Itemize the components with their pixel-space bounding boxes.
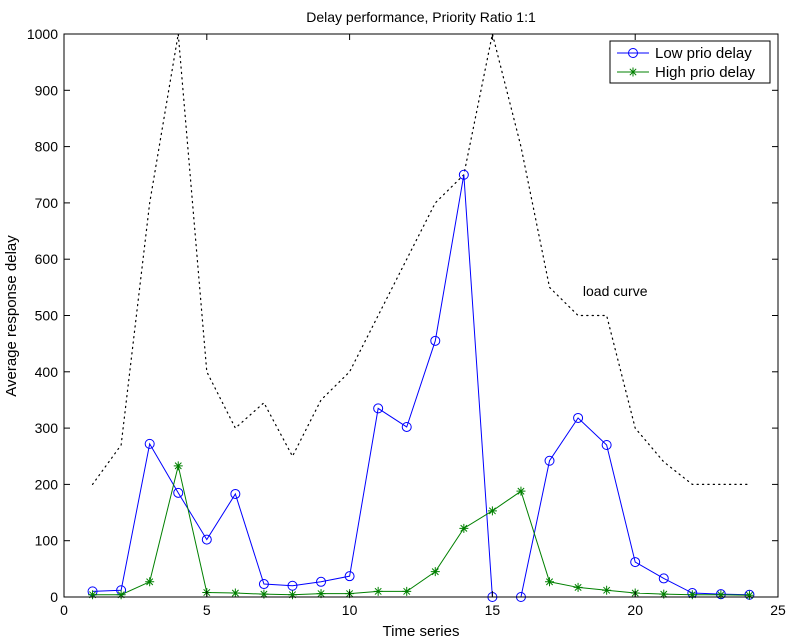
plot-background [64,34,778,597]
x-tick-label: 5 [203,602,211,618]
data-point [401,421,412,432]
data-point [373,403,384,414]
x-tick-label: 25 [770,602,786,618]
y-tick-label: 200 [35,476,59,492]
data-point [630,557,641,568]
data-point [230,488,241,499]
y-tick-label: 700 [35,195,59,211]
legend-marker [628,67,638,77]
data-point [402,586,412,596]
y-tick-label: 600 [35,251,59,267]
load-curve-line [91,33,751,485]
y-tick-label: 0 [50,589,58,605]
legend-label: Low prio delay [655,45,752,62]
data-point [258,579,269,590]
data-point [516,486,526,496]
legend-label: High prio delay [655,64,756,81]
data-point [116,590,126,600]
legend: Low prio delay High prio delay [609,40,771,84]
data-point [459,523,469,533]
x-tick-label: 15 [485,602,501,618]
x-tick-label: 10 [342,602,358,618]
data-point [716,590,726,600]
data-point [430,567,440,577]
data-point [144,438,155,449]
data-point [658,573,669,584]
data-point [544,455,555,466]
data-point [487,506,497,516]
plot-area [64,34,778,597]
data-point [344,571,355,582]
x-axis-title: Time series [383,623,460,640]
x-tick-label: 0 [60,602,68,618]
y-tick-label: 100 [35,533,59,549]
data-point [458,169,469,180]
data-point [88,590,98,600]
y-tick-label: 300 [35,420,59,436]
load-curve-layer [91,33,751,485]
y-tick-label: 1000 [27,26,58,42]
data-point [287,580,298,591]
data-point [659,589,669,599]
data-point [230,588,240,598]
axes-layer: 0 5 10 15 20 25 0 100 200 300 400 500 600 700 800 900 10… [27,26,786,618]
legend-box [609,40,771,84]
y-tick-label: 900 [35,82,59,98]
data-point [201,534,212,545]
data-point [573,412,584,423]
data-point [173,487,184,498]
chart-title: Delay performance, Priority Ratio 1:1 [306,9,536,25]
series-low-prio [87,169,755,602]
y-tick-label: 500 [35,308,59,324]
data-point [316,589,326,599]
series-line [92,465,750,596]
annotation-layer: load curve [583,283,648,299]
data-point [687,590,697,600]
series-line [92,174,750,598]
data-point [601,439,612,450]
y-axis-title: Average response delay [3,235,20,397]
data-point [545,577,555,587]
y-tick-label: 800 [35,139,59,155]
data-point [173,461,183,471]
y-tick-label: 400 [35,364,59,380]
data-point [430,335,441,346]
data-point [573,582,583,592]
x-tick-label: 20 [627,602,643,618]
load-curve-label: load curve [583,283,648,299]
data-point [744,590,754,600]
legend-marker [628,48,638,58]
data-point [602,585,612,595]
data-point [316,576,327,587]
data-point [373,586,383,596]
data-point [145,577,155,587]
data-point [287,590,297,600]
data-point [259,589,269,599]
